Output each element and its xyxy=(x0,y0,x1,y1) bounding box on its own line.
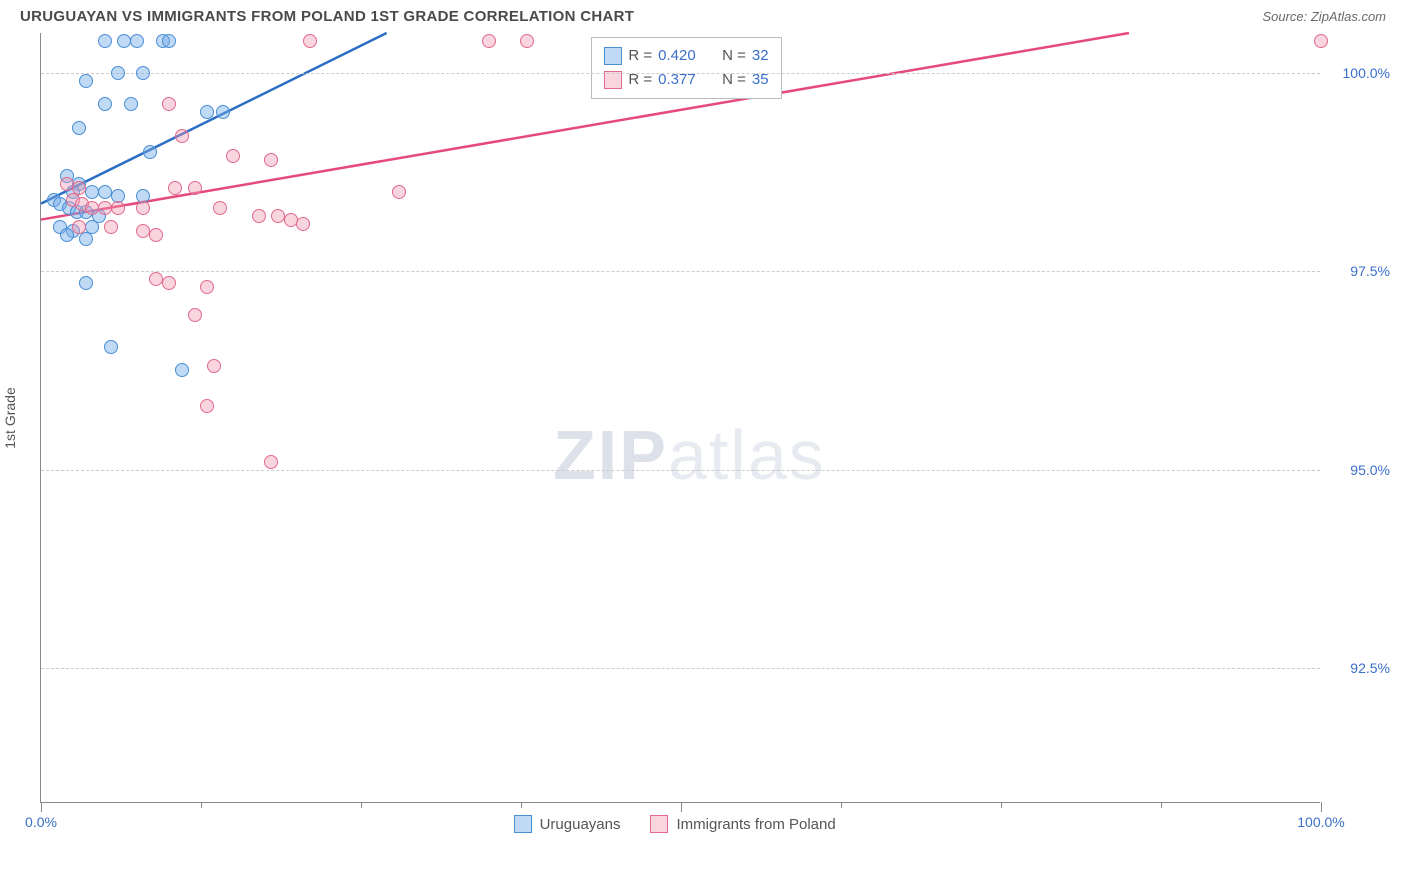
n-label: N = xyxy=(722,44,746,68)
scatter-point xyxy=(72,220,86,234)
n-label: N = xyxy=(722,68,746,92)
x-tick-label: 0.0% xyxy=(25,814,57,830)
x-tick xyxy=(841,802,842,808)
scatter-point xyxy=(104,340,118,354)
r-value: 0.377 xyxy=(658,68,716,92)
chart-source: Source: ZipAtlas.com xyxy=(1262,9,1386,24)
legend-swatch xyxy=(514,815,532,833)
scatter-point xyxy=(104,220,118,234)
y-tick-label: 97.5% xyxy=(1330,263,1390,279)
scatter-point xyxy=(264,153,278,167)
scatter-point xyxy=(98,34,112,48)
scatter-point xyxy=(149,228,163,242)
scatter-point xyxy=(72,121,86,135)
scatter-point xyxy=(168,181,182,195)
legend-swatch xyxy=(650,815,668,833)
gridline xyxy=(41,470,1320,471)
scatter-point xyxy=(130,34,144,48)
scatter-point xyxy=(296,217,310,231)
scatter-point xyxy=(175,129,189,143)
scatter-point xyxy=(79,74,93,88)
y-tick-label: 92.5% xyxy=(1330,660,1390,676)
r-label: R = xyxy=(628,68,652,92)
scatter-point xyxy=(200,399,214,413)
x-tick xyxy=(1001,802,1002,808)
x-tick xyxy=(1161,802,1162,808)
legend-series-label: Uruguayans xyxy=(540,816,621,833)
r-label: R = xyxy=(628,44,652,68)
y-tick-label: 95.0% xyxy=(1330,462,1390,478)
legend-correlation-row: R =0.377N =35 xyxy=(604,68,768,92)
legend-correlation-row: R =0.420N =32 xyxy=(604,44,768,68)
scatter-point xyxy=(124,97,138,111)
gridline xyxy=(41,668,1320,669)
scatter-point xyxy=(143,145,157,159)
scatter-point xyxy=(213,201,227,215)
scatter-point xyxy=(79,232,93,246)
scatter-point xyxy=(136,201,150,215)
legend-series: Uruguayans Immigrants from Poland xyxy=(514,815,836,833)
x-tick xyxy=(201,802,202,808)
plot-region: ZIPatlas R =0.420N =32R =0.377N =35 92.5… xyxy=(40,33,1320,803)
scatter-point xyxy=(482,34,496,48)
scatter-point xyxy=(162,97,176,111)
scatter-point xyxy=(60,228,74,242)
chart-header: URUGUAYAN VS IMMIGRANTS FROM POLAND 1ST … xyxy=(0,0,1406,29)
scatter-point xyxy=(175,363,189,377)
legend-series-label: Immigrants from Poland xyxy=(676,816,835,833)
x-tick-label: 100.0% xyxy=(1297,814,1344,830)
n-value: 35 xyxy=(752,68,769,92)
scatter-point xyxy=(303,34,317,48)
legend-series-item: Uruguayans xyxy=(514,815,621,833)
scatter-point xyxy=(111,66,125,80)
scatter-point xyxy=(111,201,125,215)
x-tick xyxy=(1321,802,1322,812)
n-value: 32 xyxy=(752,44,769,68)
x-tick xyxy=(681,802,682,812)
scatter-point xyxy=(216,105,230,119)
scatter-point xyxy=(264,455,278,469)
x-tick xyxy=(361,802,362,808)
gridline xyxy=(41,271,1320,272)
scatter-point xyxy=(226,149,240,163)
scatter-point xyxy=(162,276,176,290)
y-tick-label: 100.0% xyxy=(1330,65,1390,81)
chart-area: 1st Grade ZIPatlas R =0.420N =32R =0.377… xyxy=(40,33,1406,803)
scatter-point xyxy=(188,308,202,322)
scatter-point xyxy=(207,359,221,373)
scatter-point xyxy=(188,181,202,195)
x-tick xyxy=(41,802,42,812)
scatter-point xyxy=(392,185,406,199)
scatter-point xyxy=(1314,34,1328,48)
trend-line xyxy=(41,33,1129,220)
r-value: 0.420 xyxy=(658,44,716,68)
y-axis-label: 1st Grade xyxy=(2,387,18,448)
scatter-point xyxy=(98,97,112,111)
scatter-point xyxy=(79,276,93,290)
scatter-point xyxy=(200,280,214,294)
x-tick xyxy=(521,802,522,808)
chart-title: URUGUAYAN VS IMMIGRANTS FROM POLAND 1ST … xyxy=(20,8,634,25)
scatter-point xyxy=(520,34,534,48)
legend-correlation: R =0.420N =32R =0.377N =35 xyxy=(591,37,781,99)
scatter-point xyxy=(200,105,214,119)
legend-series-item: Immigrants from Poland xyxy=(650,815,835,833)
scatter-point xyxy=(136,66,150,80)
gridline xyxy=(41,73,1320,74)
scatter-point xyxy=(162,34,176,48)
scatter-point xyxy=(252,209,266,223)
legend-swatch xyxy=(604,47,622,65)
legend-swatch xyxy=(604,71,622,89)
trend-line xyxy=(41,33,387,204)
